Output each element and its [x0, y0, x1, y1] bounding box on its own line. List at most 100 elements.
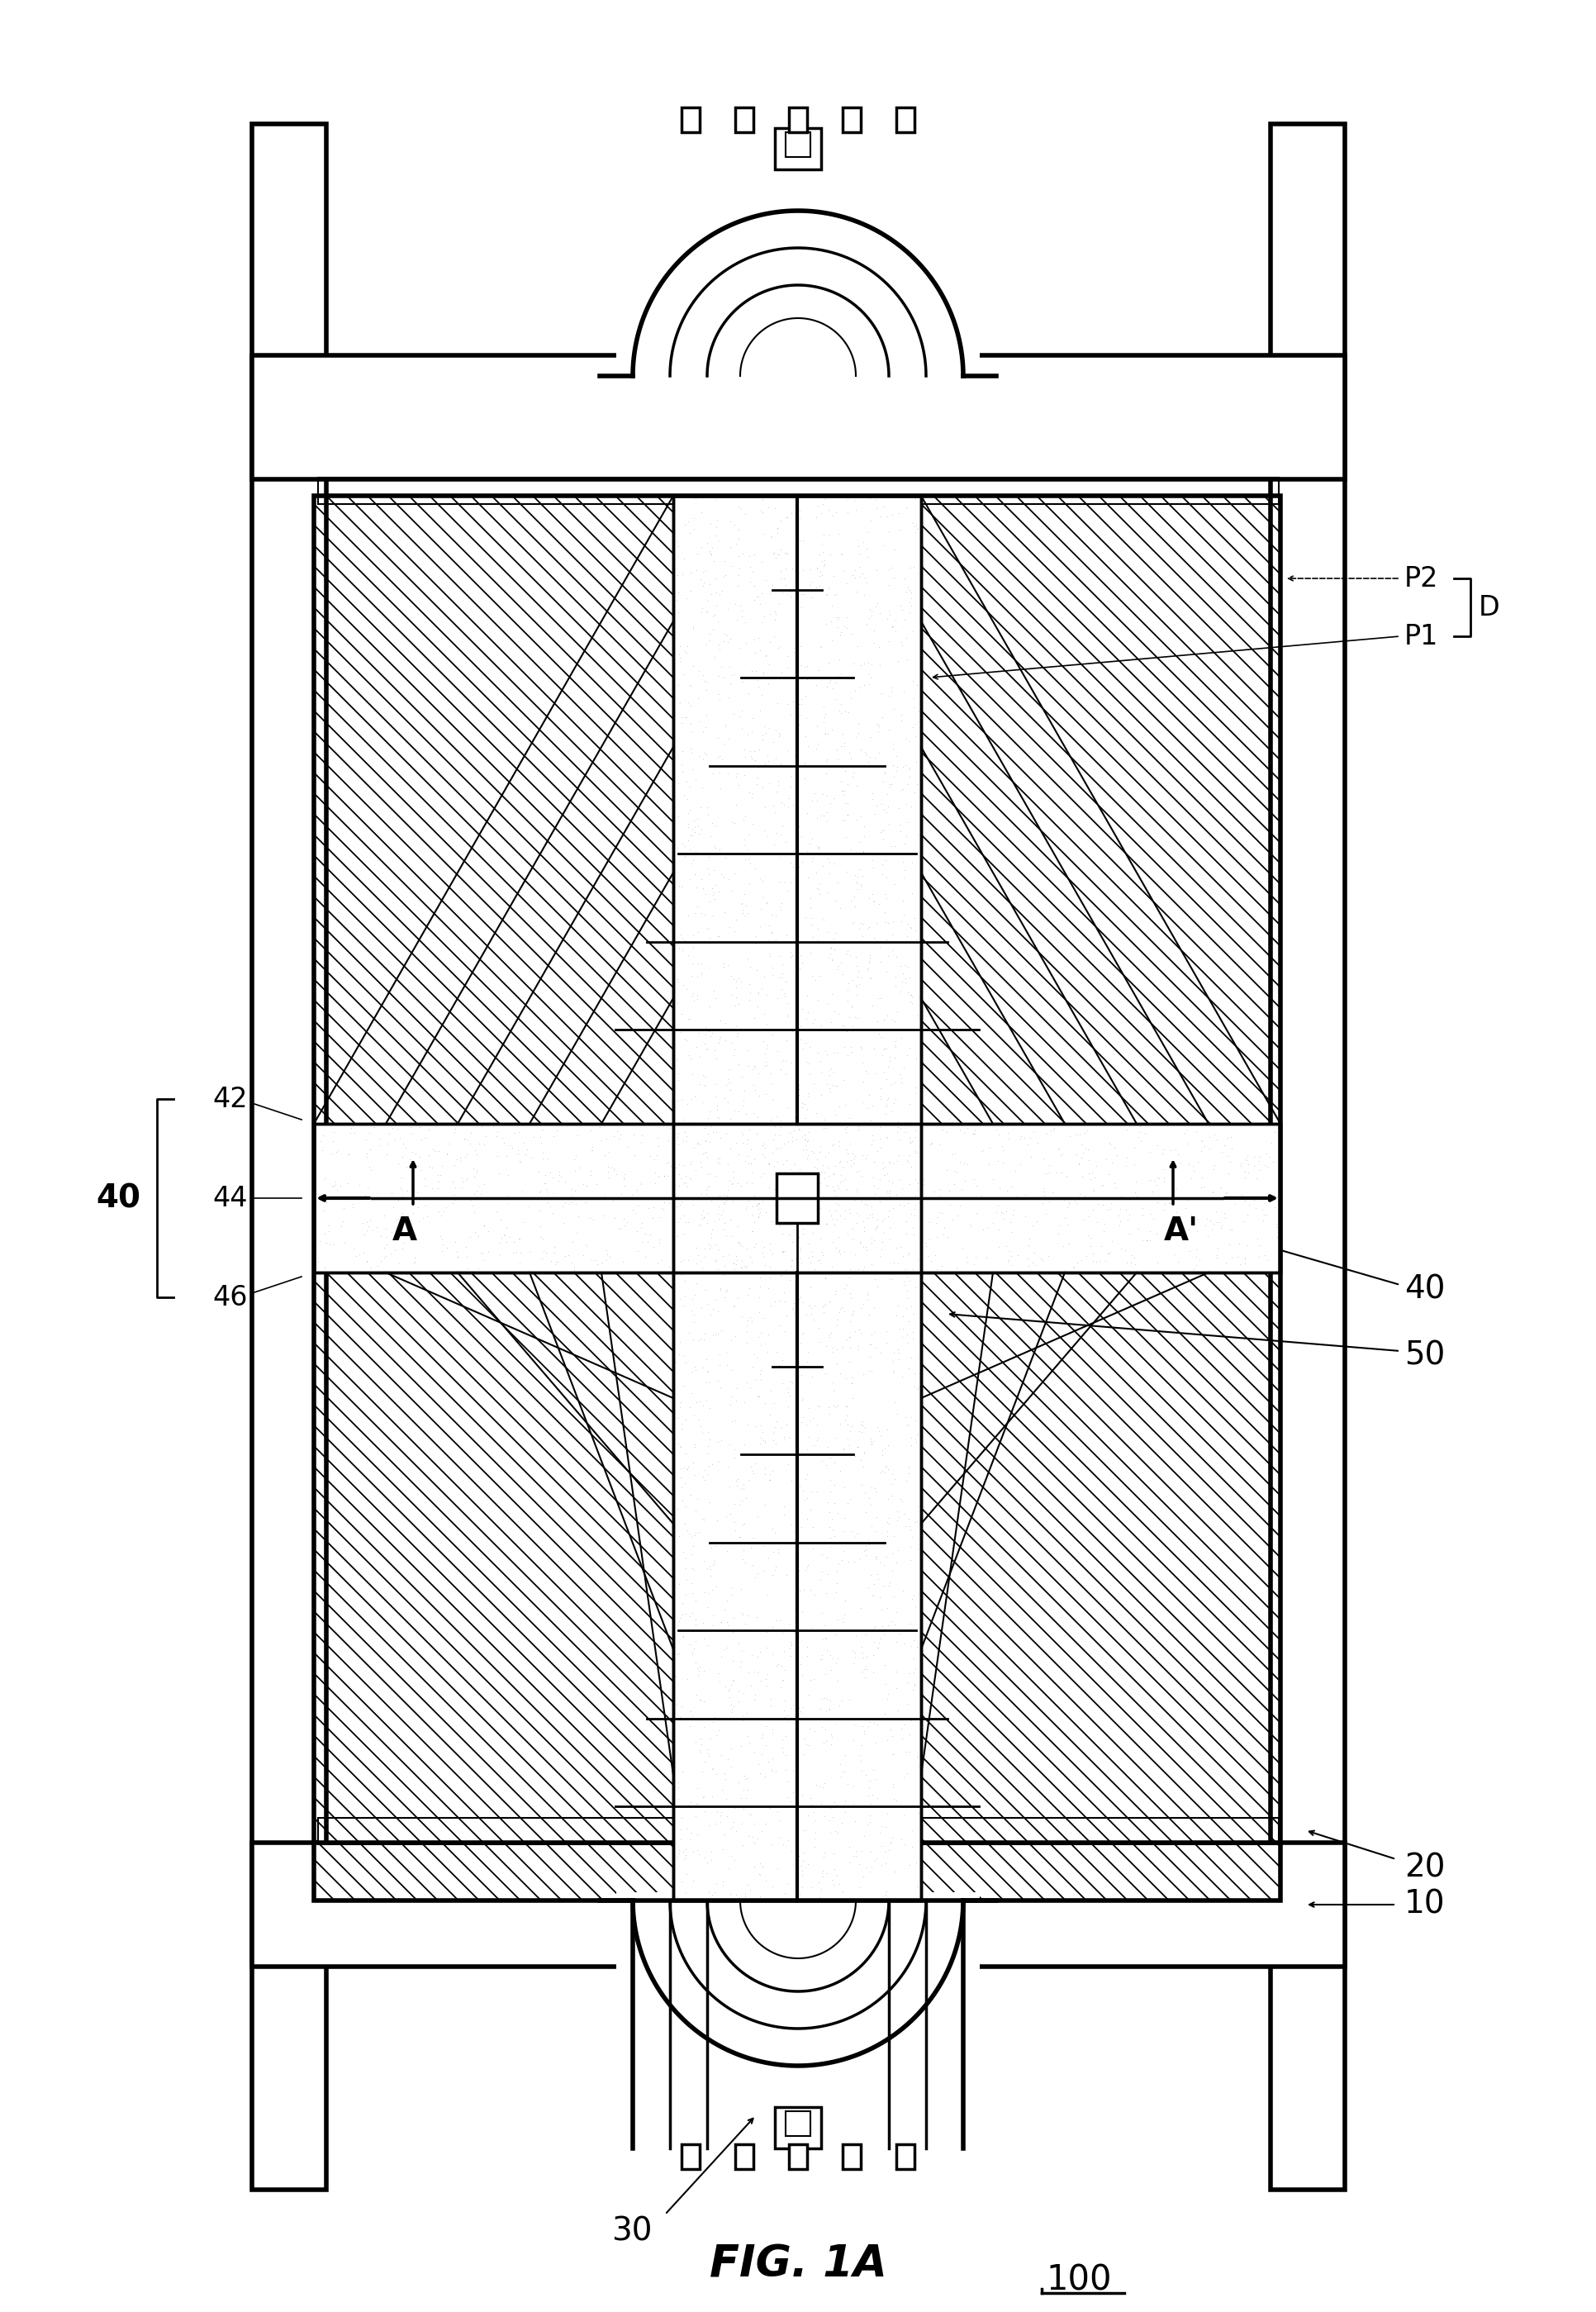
Point	[688, 1174, 713, 1211]
Point	[865, 1630, 891, 1667]
Point	[705, 657, 731, 694]
Point	[863, 1780, 889, 1817]
Point	[876, 596, 902, 633]
Point	[867, 927, 892, 964]
Point	[725, 1135, 750, 1172]
Point	[910, 1165, 935, 1202]
Point	[852, 1648, 878, 1685]
Point	[998, 1237, 1023, 1274]
Point	[867, 707, 892, 744]
Point	[1069, 1133, 1095, 1170]
Point	[1143, 1179, 1168, 1216]
Point	[892, 1103, 918, 1140]
Point	[844, 1170, 870, 1207]
Point	[715, 592, 741, 629]
Point	[538, 1154, 563, 1191]
Point	[705, 523, 731, 560]
Point	[860, 1637, 886, 1674]
Point	[1165, 1244, 1191, 1281]
Point	[697, 1228, 723, 1265]
Point	[900, 504, 926, 541]
Point	[777, 1623, 803, 1660]
Point	[678, 731, 704, 768]
Point	[871, 791, 897, 828]
Point	[780, 1614, 806, 1651]
Point	[857, 959, 883, 996]
Point	[878, 1066, 903, 1103]
Point	[720, 959, 745, 996]
Point	[830, 1533, 855, 1570]
Point	[1162, 1235, 1187, 1272]
Point	[844, 714, 870, 751]
Point	[841, 1438, 867, 1475]
Point	[873, 1089, 899, 1126]
Point	[442, 1170, 468, 1207]
Point	[705, 740, 731, 777]
Point	[704, 1755, 729, 1792]
Point	[951, 1144, 977, 1181]
Point	[672, 1114, 697, 1151]
Point	[822, 1276, 847, 1313]
Point	[611, 1156, 637, 1193]
Point	[1095, 1191, 1120, 1228]
Point	[873, 1089, 899, 1126]
Point	[863, 553, 889, 590]
Point	[624, 1214, 650, 1251]
Point	[795, 1225, 820, 1262]
Point	[381, 1232, 407, 1269]
Point	[774, 1089, 800, 1126]
Point	[1125, 1209, 1151, 1246]
Point	[739, 1211, 764, 1248]
Point	[764, 763, 790, 800]
Point	[699, 1570, 725, 1607]
Point	[741, 1452, 766, 1489]
Point	[739, 775, 764, 812]
Point	[774, 534, 800, 571]
Point	[900, 1672, 926, 1709]
Point	[621, 1138, 646, 1174]
Point	[897, 583, 922, 620]
Point	[879, 1163, 905, 1200]
Point	[766, 1117, 792, 1154]
Point	[894, 1611, 919, 1648]
Point	[1108, 1179, 1133, 1216]
Point	[450, 1163, 476, 1200]
Point	[959, 1114, 985, 1151]
Point	[822, 1230, 847, 1267]
Point	[1095, 1156, 1120, 1193]
Point	[836, 1845, 862, 1882]
Point	[645, 1119, 670, 1156]
Point	[883, 939, 908, 976]
Point	[694, 1353, 720, 1390]
Point	[795, 1121, 820, 1158]
Point	[723, 1512, 749, 1549]
Point	[787, 1165, 812, 1202]
Point	[681, 1304, 707, 1341]
Point	[444, 1140, 469, 1177]
Point	[844, 768, 870, 805]
Point	[1250, 1202, 1275, 1239]
Point	[784, 879, 809, 916]
Point	[685, 1126, 710, 1163]
Point	[401, 1244, 426, 1281]
Point	[428, 1156, 453, 1193]
Point	[825, 601, 851, 638]
Point	[835, 1484, 860, 1521]
Point	[828, 749, 854, 786]
Point	[734, 1364, 760, 1401]
Point	[817, 1690, 843, 1727]
Point	[782, 1711, 808, 1748]
Point	[886, 1614, 911, 1651]
Point	[772, 823, 798, 860]
Point	[691, 1320, 717, 1357]
Point	[769, 1170, 795, 1207]
Point	[761, 825, 787, 862]
Point	[689, 1752, 715, 1789]
Point	[847, 867, 873, 904]
Point	[1253, 1135, 1278, 1172]
Point	[891, 883, 916, 920]
Point	[902, 1503, 927, 1540]
Point	[847, 959, 873, 996]
Point	[757, 576, 782, 613]
Point	[1200, 1151, 1226, 1188]
